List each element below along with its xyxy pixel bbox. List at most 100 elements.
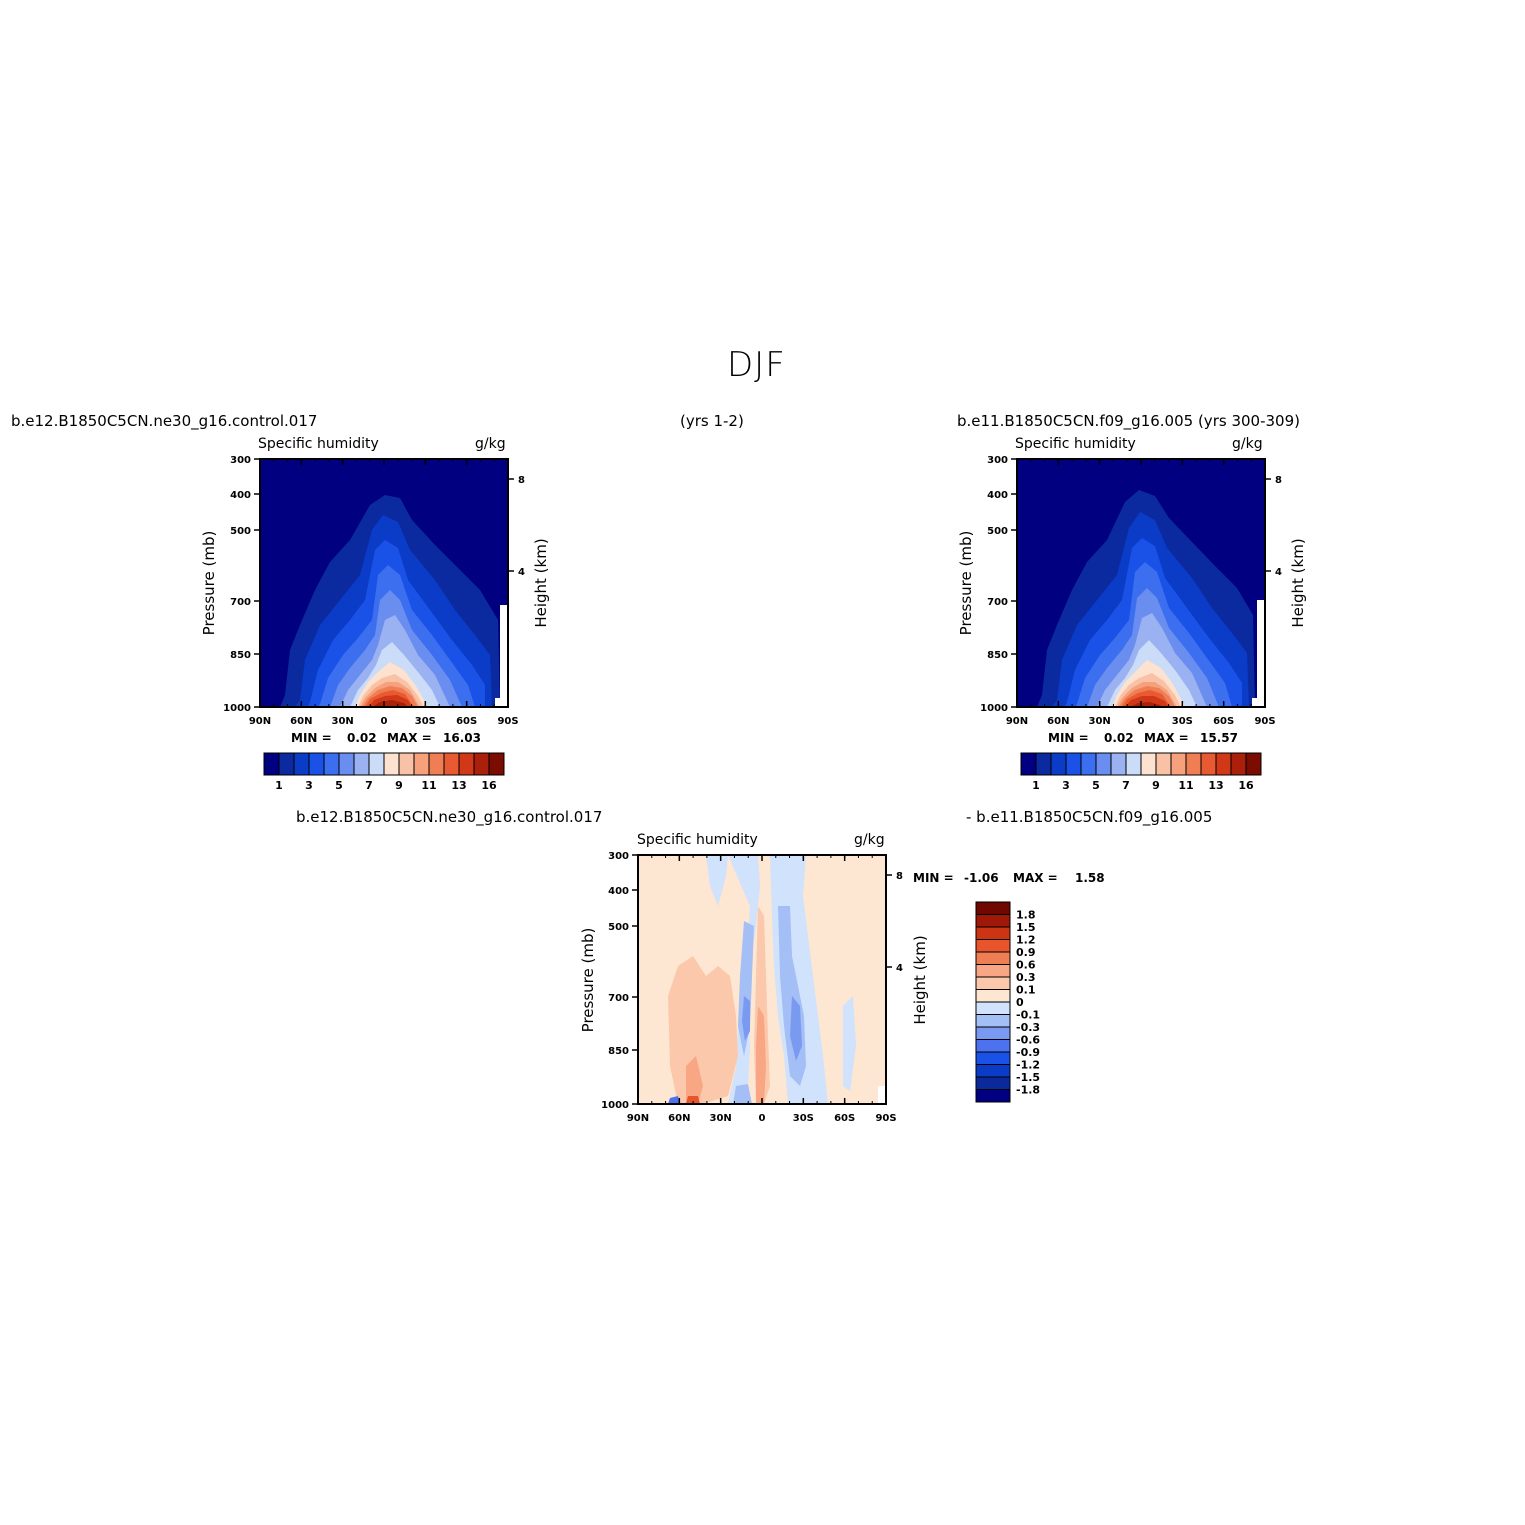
diff-colorbar-label: 1.2 (1016, 934, 1036, 947)
diff-right-header: - b.e11.B1850C5CN.f09_g16.005 (966, 808, 1213, 826)
colorbar-box (1050, 752, 1067, 776)
diff-colorbar-box (975, 1051, 1011, 1065)
panel-model-title: Specific humidity (1015, 436, 1136, 452)
y2-tick-label: 8 (518, 475, 525, 486)
colorbar-box (1065, 752, 1082, 776)
y-tick-label: 700 (608, 993, 629, 1004)
colorbar-label: 13 (451, 779, 466, 792)
page-title: DJF (727, 345, 786, 385)
colorbar-label: 9 (395, 779, 403, 792)
colorbar-label: 1 (275, 779, 283, 792)
panel-model-plot: 90N 60N 30N 0 30S 60S 90S 300 400 500 700 850 1000 8 4 (980, 455, 1282, 727)
diff-blue-5 (733, 1084, 752, 1104)
y-tick-label: 300 (987, 455, 1008, 466)
x-tick-label: 60S (1213, 716, 1234, 727)
diff-red-4 (686, 1056, 703, 1104)
colorbar-box (1095, 752, 1112, 776)
control-missing-data (500, 605, 508, 707)
model-missing-data (1257, 600, 1265, 707)
diff-colorbar-box (975, 951, 1011, 965)
colorbar-label: 3 (305, 779, 313, 792)
colorbar-box (473, 752, 490, 776)
colorbar-box (398, 752, 415, 776)
diff-colorbar-label: 1.5 (1016, 921, 1036, 934)
colorbar-box (458, 752, 475, 776)
colorbar-box (1170, 752, 1187, 776)
colorbar-label: 13 (1208, 779, 1223, 792)
colorbar-box (443, 752, 460, 776)
panel-diff-min-value: -1.06 (964, 871, 999, 885)
panel-control-min-value: 0.02 (347, 731, 377, 745)
y-tick-label: 1000 (223, 703, 251, 714)
colorbar-box (1035, 752, 1052, 776)
colorbar-box (383, 752, 400, 776)
colorbar-label: 5 (1092, 779, 1100, 792)
y-tick-label: 400 (230, 490, 251, 501)
diff-blue-3 (742, 996, 750, 1041)
x-tick-label: 90N (627, 1113, 649, 1124)
diff-missing-data (878, 1086, 886, 1104)
diff-blue-6 (668, 1096, 680, 1104)
diff-colorbar-box (975, 901, 1011, 915)
x-tick-label: 30N (1089, 716, 1111, 727)
left-case-header: b.e12.B1850C5CN.ne30_g16.control.017 (11, 412, 318, 430)
diff-blue-strip-1 (706, 855, 728, 906)
x-tick-label: 60S (456, 716, 477, 727)
y-tick-label: 300 (230, 455, 251, 466)
x-tick-label: 30S (793, 1113, 814, 1124)
colorbar-label: 3 (1062, 779, 1070, 792)
right-case-header: b.e11.B1850C5CN.f09_g16.005 (yrs 300-309… (957, 412, 1300, 430)
diff-colorbar-label: 0.9 (1016, 946, 1036, 959)
panel-diff-title: Specific humidity (637, 832, 758, 848)
colorbar-box (1200, 752, 1217, 776)
colorbar-label: 1 (1032, 779, 1040, 792)
colorbar-box (368, 752, 385, 776)
colorbar-box (353, 752, 370, 776)
x-tick-label: 90S (497, 716, 518, 727)
y-tick-label: 850 (230, 650, 251, 661)
diff-colorbar-label: 0.1 (1016, 984, 1036, 997)
y2-tick-label: 8 (1275, 475, 1282, 486)
diff-colorbar-box (975, 1014, 1011, 1028)
colorbar-label: 11 (421, 779, 436, 792)
panel-diff-max-label: MAX = (1013, 871, 1058, 885)
colorbar-box (308, 752, 325, 776)
panel-diff-min-label: MIN = (913, 871, 954, 885)
panel-control-ylabel-right: Height (km) (532, 538, 550, 628)
x-tick-label: 60N (290, 716, 312, 727)
panel-control-units: g/kg (475, 436, 506, 452)
y-tick-label: 400 (987, 490, 1008, 501)
y-tick-label: 500 (987, 526, 1008, 537)
colorbar-box (1125, 752, 1142, 776)
left-years-header: (yrs 1-2) (680, 412, 744, 430)
diff-colorbar-label: 1.8 (1016, 909, 1036, 922)
colorbar-box (263, 752, 280, 776)
x-tick-label: 30S (415, 716, 436, 727)
x-tick-label: 90S (875, 1113, 896, 1124)
diff-colorbar-box (975, 1026, 1011, 1040)
panel-model-ylabel-right: Height (km) (1289, 538, 1307, 628)
diff-colorbar-label: 0 (1016, 996, 1024, 1009)
diff-colorbar-box (975, 1076, 1011, 1090)
colorbar-box (1185, 752, 1202, 776)
colorbar-box (1215, 752, 1232, 776)
y-tick-label: 300 (608, 851, 629, 862)
diff-colorbar-label: -1.5 (1016, 1071, 1040, 1084)
x-tick-label: 30S (1172, 716, 1193, 727)
control-humidity-band-14 (372, 700, 408, 707)
diff-colorbar-label: -0.1 (1016, 1009, 1040, 1022)
y-tick-label: 1000 (980, 703, 1008, 714)
diff-colorbar-box (975, 1001, 1011, 1015)
diff-colorbar-box (975, 964, 1011, 978)
x-tick-label: 60S (834, 1113, 855, 1124)
x-tick-label: 60N (668, 1113, 690, 1124)
y2-tick-label: 4 (896, 963, 903, 974)
colorbar-label: 7 (1122, 779, 1130, 792)
diff-colorbar-label: 0.6 (1016, 959, 1036, 972)
colorbar-box (1230, 752, 1247, 776)
x-tick-label: 0 (1138, 716, 1145, 727)
diff-colorbar-box (975, 989, 1011, 1003)
colorbar-box (428, 752, 445, 776)
diff-blue-4 (790, 996, 802, 1061)
diff-colorbar-label: -1.2 (1016, 1059, 1040, 1072)
